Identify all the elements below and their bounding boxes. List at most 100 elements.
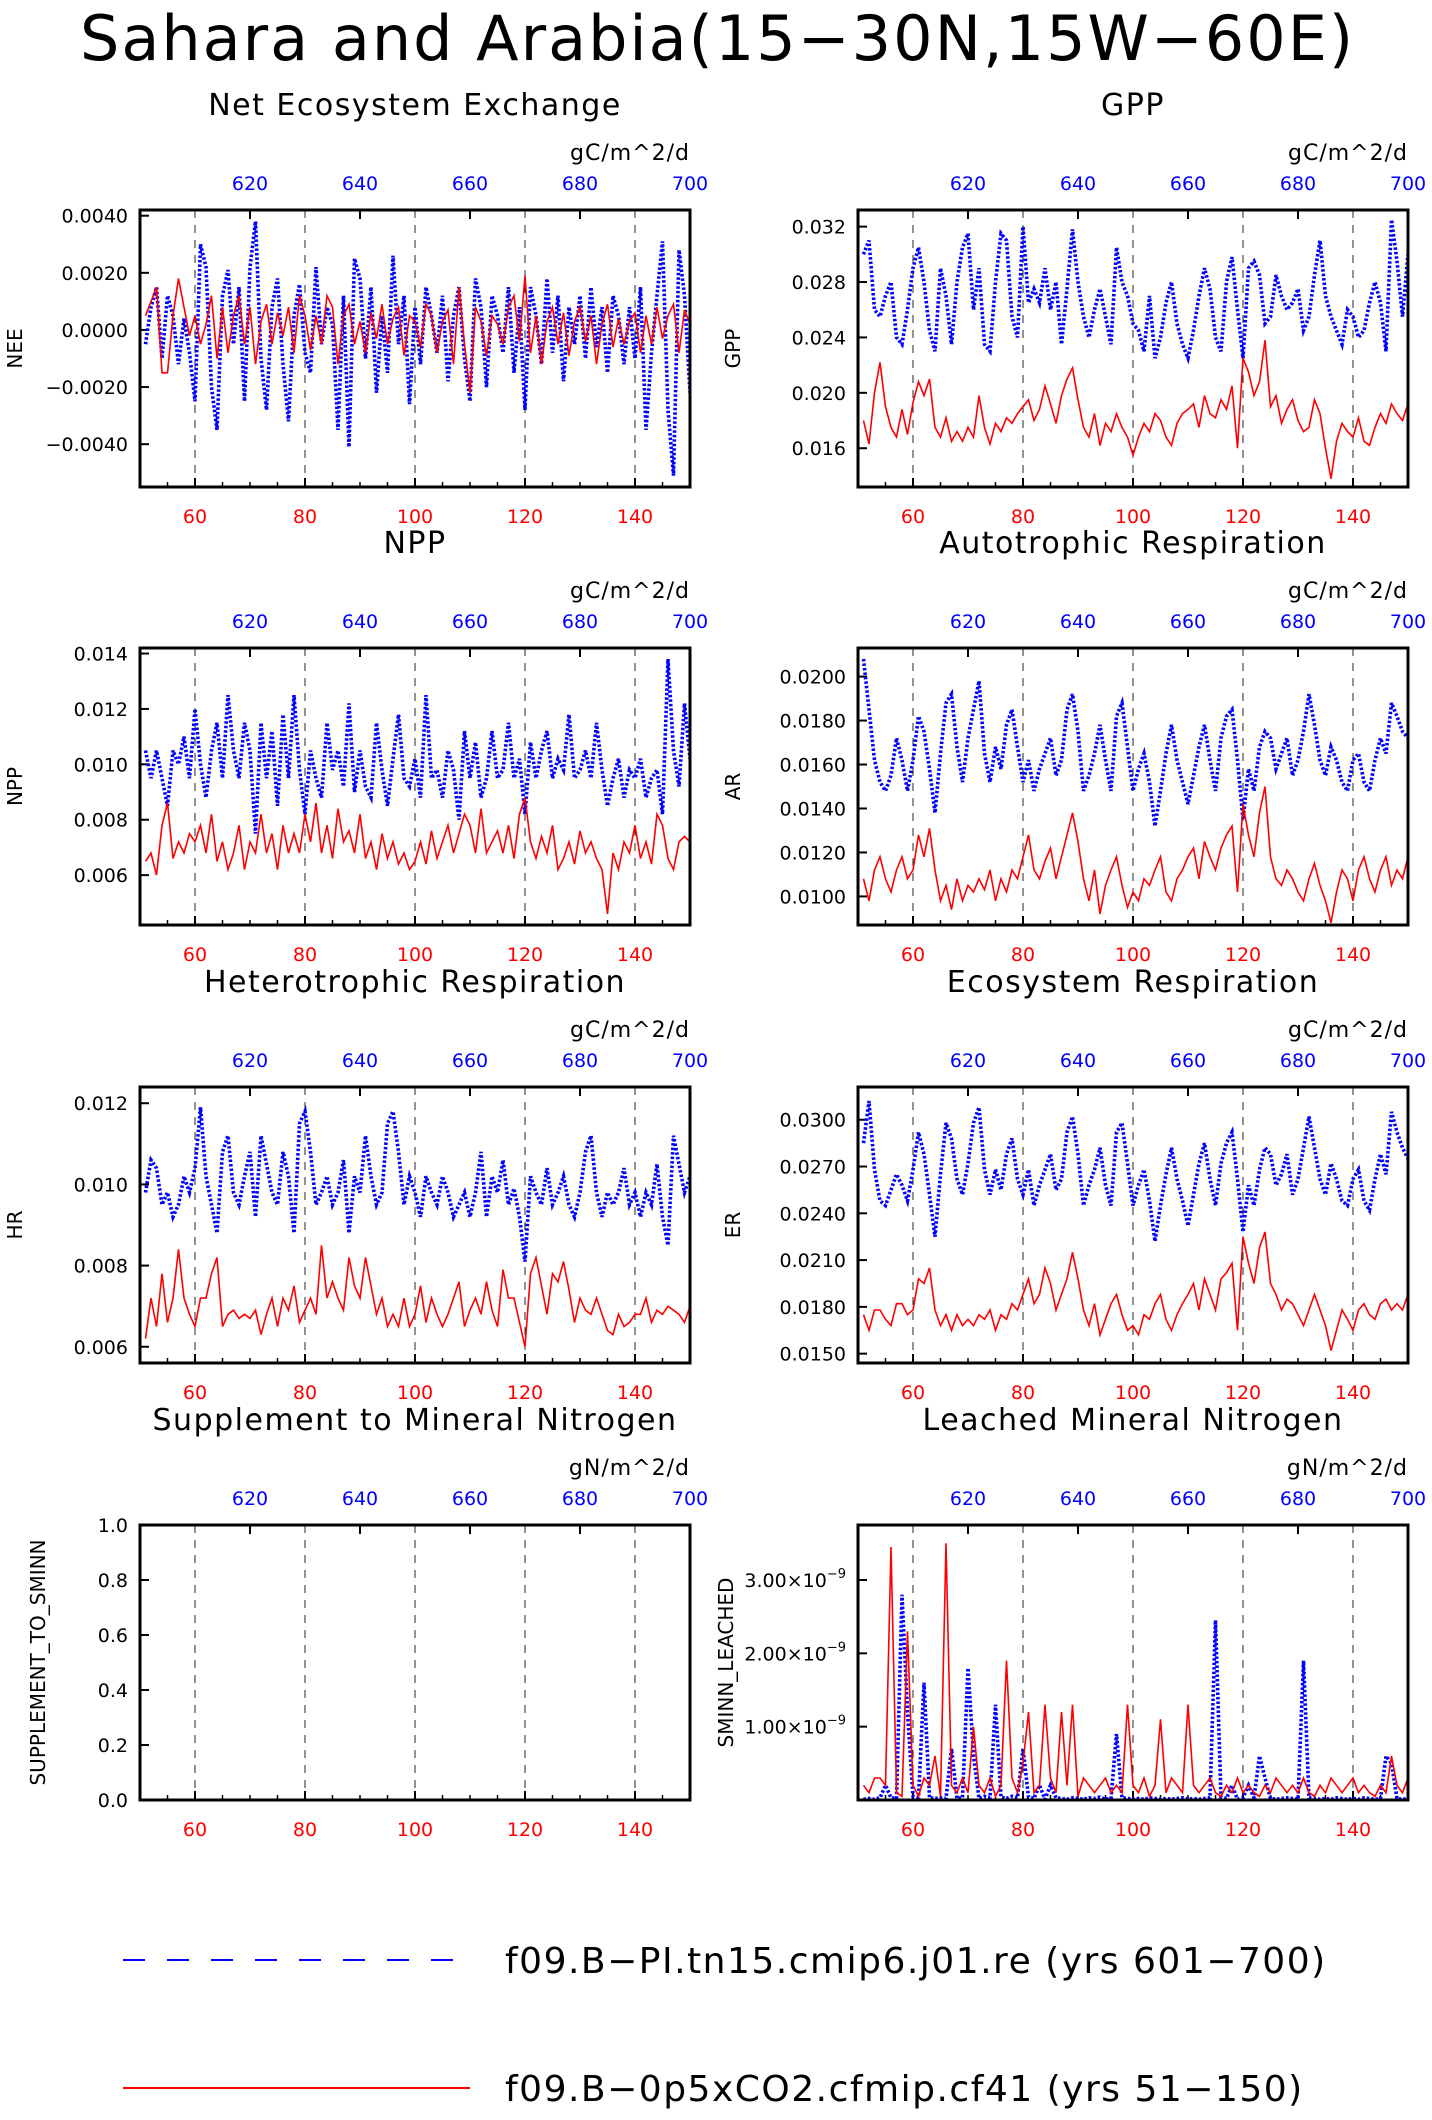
top-tick-label: 660 (1170, 1050, 1206, 1072)
bottom-tick-label: 60 (183, 1382, 207, 1404)
bottom-tick-label: 140 (1335, 1819, 1371, 1841)
top-tick-label: 620 (950, 173, 986, 195)
units-label: gC/m^2/d (1288, 1018, 1408, 1043)
panel-title: GPP (1101, 88, 1165, 123)
bottom-tick-label: 120 (507, 944, 543, 966)
bottom-tick-label: 120 (1225, 1819, 1261, 1841)
y-tick-label: 0.0150 (780, 1344, 846, 1366)
series-line-co2 (144, 797, 690, 914)
bottom-tick-label: 80 (1011, 1382, 1035, 1404)
series-line-co2 (862, 340, 1408, 479)
bottom-tick-label: 100 (397, 1382, 433, 1404)
y-tick-label: 0.0180 (780, 1297, 846, 1319)
top-tick-label: 700 (672, 173, 708, 195)
y-tick-label: 0.032 (792, 217, 846, 239)
top-tick-label: 620 (232, 1488, 268, 1510)
bottom-tick-label: 80 (293, 1382, 317, 1404)
y-tick-label: 0.0300 (780, 1110, 846, 1132)
plot-area (143, 658, 690, 914)
y-tick-label: 0.006 (74, 1337, 128, 1359)
plot-area (143, 1104, 690, 1347)
plot-frame (138, 1085, 692, 1365)
bottom-tick-label: 120 (507, 506, 543, 528)
bottom-tick-label: 100 (1115, 1382, 1151, 1404)
top-tick-label: 640 (342, 1488, 378, 1510)
y-tick-label: 0.0180 (780, 711, 846, 733)
y-tick-label: 0.0160 (780, 755, 846, 777)
units-label: gN/m^2/d (1287, 1456, 1408, 1481)
bottom-tick-label: 100 (397, 1819, 433, 1841)
figure-title: Sahara and Arabia(15−30N,15W−60E) (80, 2, 1356, 75)
bottom-tick-label: 80 (293, 1819, 317, 1841)
plot-frame (138, 208, 692, 489)
top-tick-label: 700 (1390, 611, 1426, 633)
top-tick-label: 640 (342, 1050, 378, 1072)
top-tick-label: 700 (1390, 1488, 1426, 1510)
panel-title: Leached Mineral Nitrogen (923, 1403, 1344, 1438)
top-tick-label: 640 (1060, 173, 1096, 195)
y-axis-label: SUPPLEMENT_TO_SMINN (26, 1539, 50, 1785)
top-tick-label: 620 (232, 611, 268, 633)
plot-frame (856, 1085, 1410, 1365)
top-tick-label: 620 (232, 173, 268, 195)
top-tick-label: 620 (950, 1050, 986, 1072)
bottom-tick-label: 120 (1225, 1382, 1261, 1404)
y-tick-label: 0.008 (74, 810, 128, 832)
panel-6: Ecosystem Respiration gC/m^2/d 620 640 660 68… (721, 965, 1426, 1404)
series-line-co2 (862, 1543, 1408, 1799)
top-tick-label: 660 (1170, 611, 1206, 633)
y-tick-label: 0.028 (792, 272, 846, 294)
top-tick-label: 640 (342, 611, 378, 633)
y-tick-label: 0.024 (792, 327, 846, 349)
panel-8: Leached Mineral Nitrogen gN/m^2/d 620 640 66… (714, 1403, 1426, 1841)
top-tick-label: 700 (672, 1050, 708, 1072)
y-tick-label: 0.0 (98, 1790, 128, 1812)
bottom-tick-label: 120 (507, 1819, 543, 1841)
panel-4: Autotrophic Respiration gC/m^2/d 620 640 660… (721, 526, 1426, 966)
series-line-pi (861, 219, 1408, 365)
bottom-tick-label: 80 (293, 506, 317, 528)
top-tick-label: 700 (1390, 173, 1426, 195)
y-tick-label: 0.0200 (780, 667, 846, 689)
top-tick-label: 680 (1280, 173, 1316, 195)
bottom-tick-label: 80 (1011, 944, 1035, 966)
y-tick-label: 0.010 (74, 754, 128, 776)
top-tick-label: 680 (562, 611, 598, 633)
y-tick-label: 0.020 (792, 383, 846, 405)
bottom-tick-label: 140 (1335, 506, 1371, 528)
series-line-co2 (144, 275, 690, 393)
bottom-tick-label: 140 (1335, 1382, 1371, 1404)
bottom-tick-label: 60 (901, 1819, 925, 1841)
panel-7: Supplement to Mineral Nitrogen gN/m^2/d 62… (26, 1403, 708, 1841)
y-axis-label: NEE (3, 328, 27, 368)
panel-title: Heterotrophic Respiration (204, 965, 626, 1000)
panel-title: Autotrophic Respiration (939, 526, 1327, 561)
y-tick-label: 0.008 (74, 1256, 128, 1278)
plot-frame (856, 646, 1410, 927)
bottom-tick-label: 100 (1115, 1819, 1151, 1841)
legend: f09.B−PI.tn15.cmip6.j01.re (yrs 601−700)… (123, 1941, 1325, 2110)
y-tick-label: 0.2 (98, 1735, 128, 1757)
bottom-tick-label: 80 (1011, 1819, 1035, 1841)
bottom-tick-label: 60 (183, 506, 207, 528)
bottom-tick-label: 120 (1225, 506, 1261, 528)
y-tick-label: 0.010 (74, 1174, 128, 1196)
bottom-tick-label: 140 (617, 1819, 653, 1841)
y-tick-label: 0.0270 (780, 1157, 846, 1179)
bottom-tick-label: 60 (901, 1382, 925, 1404)
top-tick-label: 700 (672, 611, 708, 633)
y-tick-label: 0.014 (74, 644, 128, 666)
plot-area (861, 219, 1408, 479)
legend-label: f09.B−0p5xCO2.cfmip.cf41 (yrs 51−150) (505, 2069, 1304, 2110)
series-line-co2 (862, 786, 1408, 923)
bottom-tick-label: 140 (617, 1382, 653, 1404)
units-label: gC/m^2/d (570, 579, 690, 604)
y-tick-label: 0.016 (792, 438, 846, 460)
y-tick-label: 0.0020 (62, 263, 128, 285)
series-line-co2 (862, 1231, 1408, 1351)
bottom-tick-label: 140 (1335, 944, 1371, 966)
y-tick-label: 0.012 (74, 1093, 128, 1115)
units-label: gC/m^2/d (570, 141, 690, 166)
bottom-tick-label: 140 (617, 506, 653, 528)
y-tick-label: −0.0020 (46, 377, 128, 399)
